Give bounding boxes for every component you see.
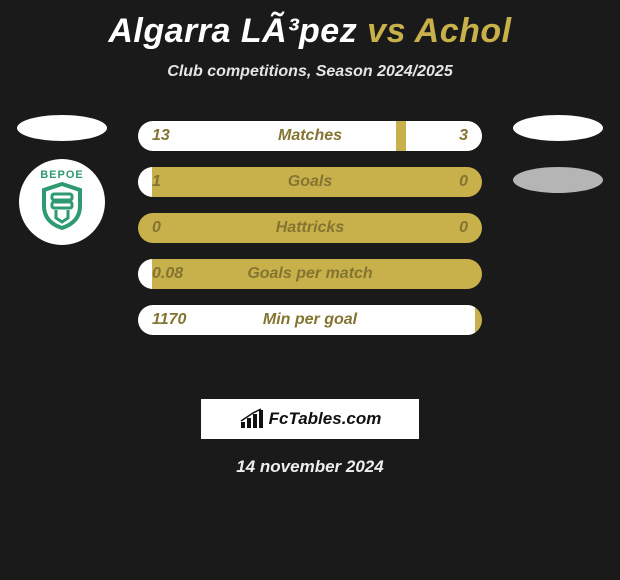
subtitle: Club competitions, Season 2024/2025: [0, 63, 620, 81]
comparison-arena: BEPOE 13Matches31Goals00Hattricks00.08Go…: [0, 121, 620, 391]
title-vs: vs: [367, 12, 406, 50]
brand-text: FcTables.com: [269, 409, 382, 429]
page-title: Algarra LÃ³pez vs Achol: [0, 0, 620, 51]
stat-row: 1Goals0: [138, 167, 482, 197]
player2-club-placeholder: [513, 167, 603, 193]
stat-label: Hattricks: [138, 213, 482, 243]
stat-row: 0.08Goals per match: [138, 259, 482, 289]
title-player2: Achol: [415, 12, 512, 50]
stat-label: Matches: [138, 121, 482, 151]
stat-row: 1170Min per goal: [138, 305, 482, 335]
player2-photo-placeholder: [513, 115, 603, 141]
player1-photo-placeholder: [17, 115, 107, 141]
brand-box: FcTables.com: [201, 399, 419, 439]
stat-label: Goals per match: [138, 259, 482, 289]
snapshot-date: 14 november 2024: [0, 457, 620, 477]
stat-row: 0Hattricks0: [138, 213, 482, 243]
right-column: [508, 115, 608, 193]
stat-value-right: 3: [459, 121, 468, 151]
stat-label: Goals: [138, 167, 482, 197]
chart-icon: [239, 408, 265, 430]
left-column: BEPOE: [12, 115, 112, 245]
stat-value-right: 0: [459, 213, 468, 243]
stat-value-right: 0: [459, 167, 468, 197]
shield-icon: [40, 182, 84, 230]
badge-text: BEPOE: [40, 169, 84, 181]
stat-bars: 13Matches31Goals00Hattricks00.08Goals pe…: [138, 121, 482, 351]
title-player1: Algarra LÃ³pez: [108, 12, 357, 50]
stat-label: Min per goal: [138, 305, 482, 335]
player1-club-badge: BEPOE: [19, 159, 105, 245]
stat-row: 13Matches3: [138, 121, 482, 151]
